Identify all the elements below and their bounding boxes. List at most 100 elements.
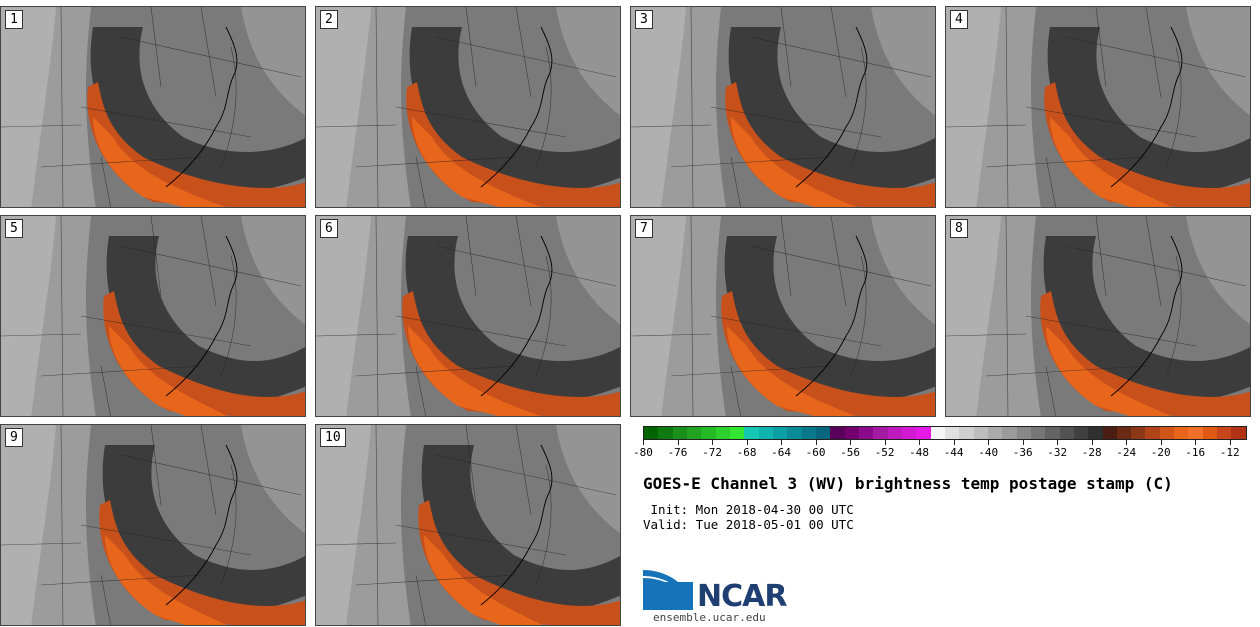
colorbar-segment (658, 427, 673, 439)
colorbar-tick-label: -72 (702, 446, 722, 459)
state-border (850, 255, 867, 377)
state-border (395, 315, 567, 347)
colorbar-segment (644, 427, 659, 439)
colorbar-tick-label: -40 (978, 446, 999, 459)
state-border (985, 156, 1147, 168)
state-border (200, 216, 217, 307)
init-time: Init: Mon 2018-04-30 00 UTC (643, 502, 854, 517)
ncar-logo-icon (643, 570, 693, 610)
colorbar-tick (815, 440, 817, 445)
ensemble-member-panel-10: 10 (315, 424, 621, 626)
state-border (1025, 315, 1197, 347)
colorbar-segment (1174, 427, 1189, 439)
state-border (985, 365, 1147, 377)
wv-map-image (946, 7, 1250, 207)
state-border (100, 574, 111, 625)
state-border (1045, 365, 1056, 416)
colorbar-tick (1195, 440, 1197, 445)
colorbar-segment (887, 427, 902, 439)
colorbar-tick (746, 440, 748, 445)
ncar-logo-text: NCAR (697, 579, 787, 614)
colorbar-tick-label: -16 (1185, 446, 1206, 459)
colorbar-segment (873, 427, 888, 439)
state-border (220, 46, 237, 168)
colorbar-tick-label: -28 (1081, 446, 1102, 459)
colorbar-tick-label: -60 (805, 446, 826, 459)
state-border (355, 156, 517, 168)
state-border (375, 216, 379, 416)
colorbar-segment (1059, 427, 1074, 439)
coastline (480, 444, 553, 606)
wv-east-moist (241, 7, 305, 116)
state-border (710, 106, 882, 138)
wv-dry-band (728, 27, 935, 194)
ensemble-member-panel-1: 1 (0, 6, 306, 208)
colorbar-segment (686, 427, 702, 439)
colorbar-segment (944, 427, 960, 439)
state-border (535, 46, 552, 168)
colorbar-segment (772, 427, 788, 439)
colorbar-tick (1160, 440, 1162, 445)
state-border (1165, 46, 1182, 168)
colorbar-tick-label: -48 (909, 446, 930, 459)
wv-very-dry-swath (424, 535, 543, 625)
state-border (150, 216, 162, 297)
colorbar (643, 426, 1247, 440)
state-border (631, 124, 712, 128)
colorbar-tick-label: -24 (1116, 446, 1137, 459)
wv-map-image (631, 216, 935, 416)
state-border (435, 36, 617, 78)
wv-east-moist (1186, 216, 1250, 325)
state-border (1005, 216, 1009, 416)
state-border (631, 333, 712, 337)
colorbar-tick-label: -44 (943, 446, 964, 459)
state-border (60, 425, 64, 625)
state-border (435, 245, 617, 287)
wv-map-image (316, 216, 620, 416)
colorbar-tick (988, 440, 990, 445)
ensemble-member-panel-9: 9 (0, 424, 306, 626)
wv-west-very-moist (1, 425, 56, 625)
state-border (710, 315, 882, 347)
wv-dry-band (421, 445, 620, 612)
colorbar-segment (801, 427, 816, 439)
ensemble-member-panel-5: 5 (0, 215, 306, 417)
state-border (355, 574, 517, 586)
state-border (415, 365, 426, 416)
state-border (120, 36, 302, 78)
ensemble-member-panel-4: 4 (945, 6, 1251, 208)
wv-map-image (946, 216, 1250, 416)
colorbar-segment (973, 427, 988, 439)
wv-west-very-moist (946, 216, 1001, 416)
colorbar-tick-label: -76 (667, 446, 688, 459)
state-border (200, 425, 217, 516)
state-border (946, 333, 1027, 337)
wv-east-moist (241, 216, 305, 325)
wv-very-dry-swath (1046, 326, 1172, 416)
wv-map-image (1, 216, 305, 416)
colorbar-segment (1088, 427, 1103, 439)
state-border (1065, 245, 1247, 287)
ensemble-member-panel-2: 2 (315, 6, 621, 208)
wv-map-image (316, 7, 620, 207)
colorbar-segment (1231, 427, 1246, 439)
wv-very-dry-swath (109, 326, 228, 416)
colorbar-tick (953, 440, 955, 445)
colorbar-segment (1102, 427, 1117, 439)
coastline (165, 444, 238, 606)
wv-dry-band (1047, 27, 1250, 194)
wv-map-image (1, 425, 305, 625)
wv-west-very-moist (316, 7, 371, 207)
colorbar-tick-label: -36 (1012, 446, 1033, 459)
colorbar-tick (781, 440, 783, 445)
colorbar-segment (1016, 427, 1031, 439)
colorbar-segment (858, 427, 874, 439)
state-border (465, 425, 477, 506)
colorbar-segment (758, 427, 773, 439)
coastline (795, 235, 868, 397)
state-border (395, 524, 567, 556)
state-border (730, 156, 741, 207)
state-border (1, 333, 82, 337)
wv-east-moist (871, 216, 935, 325)
state-border (100, 156, 111, 207)
